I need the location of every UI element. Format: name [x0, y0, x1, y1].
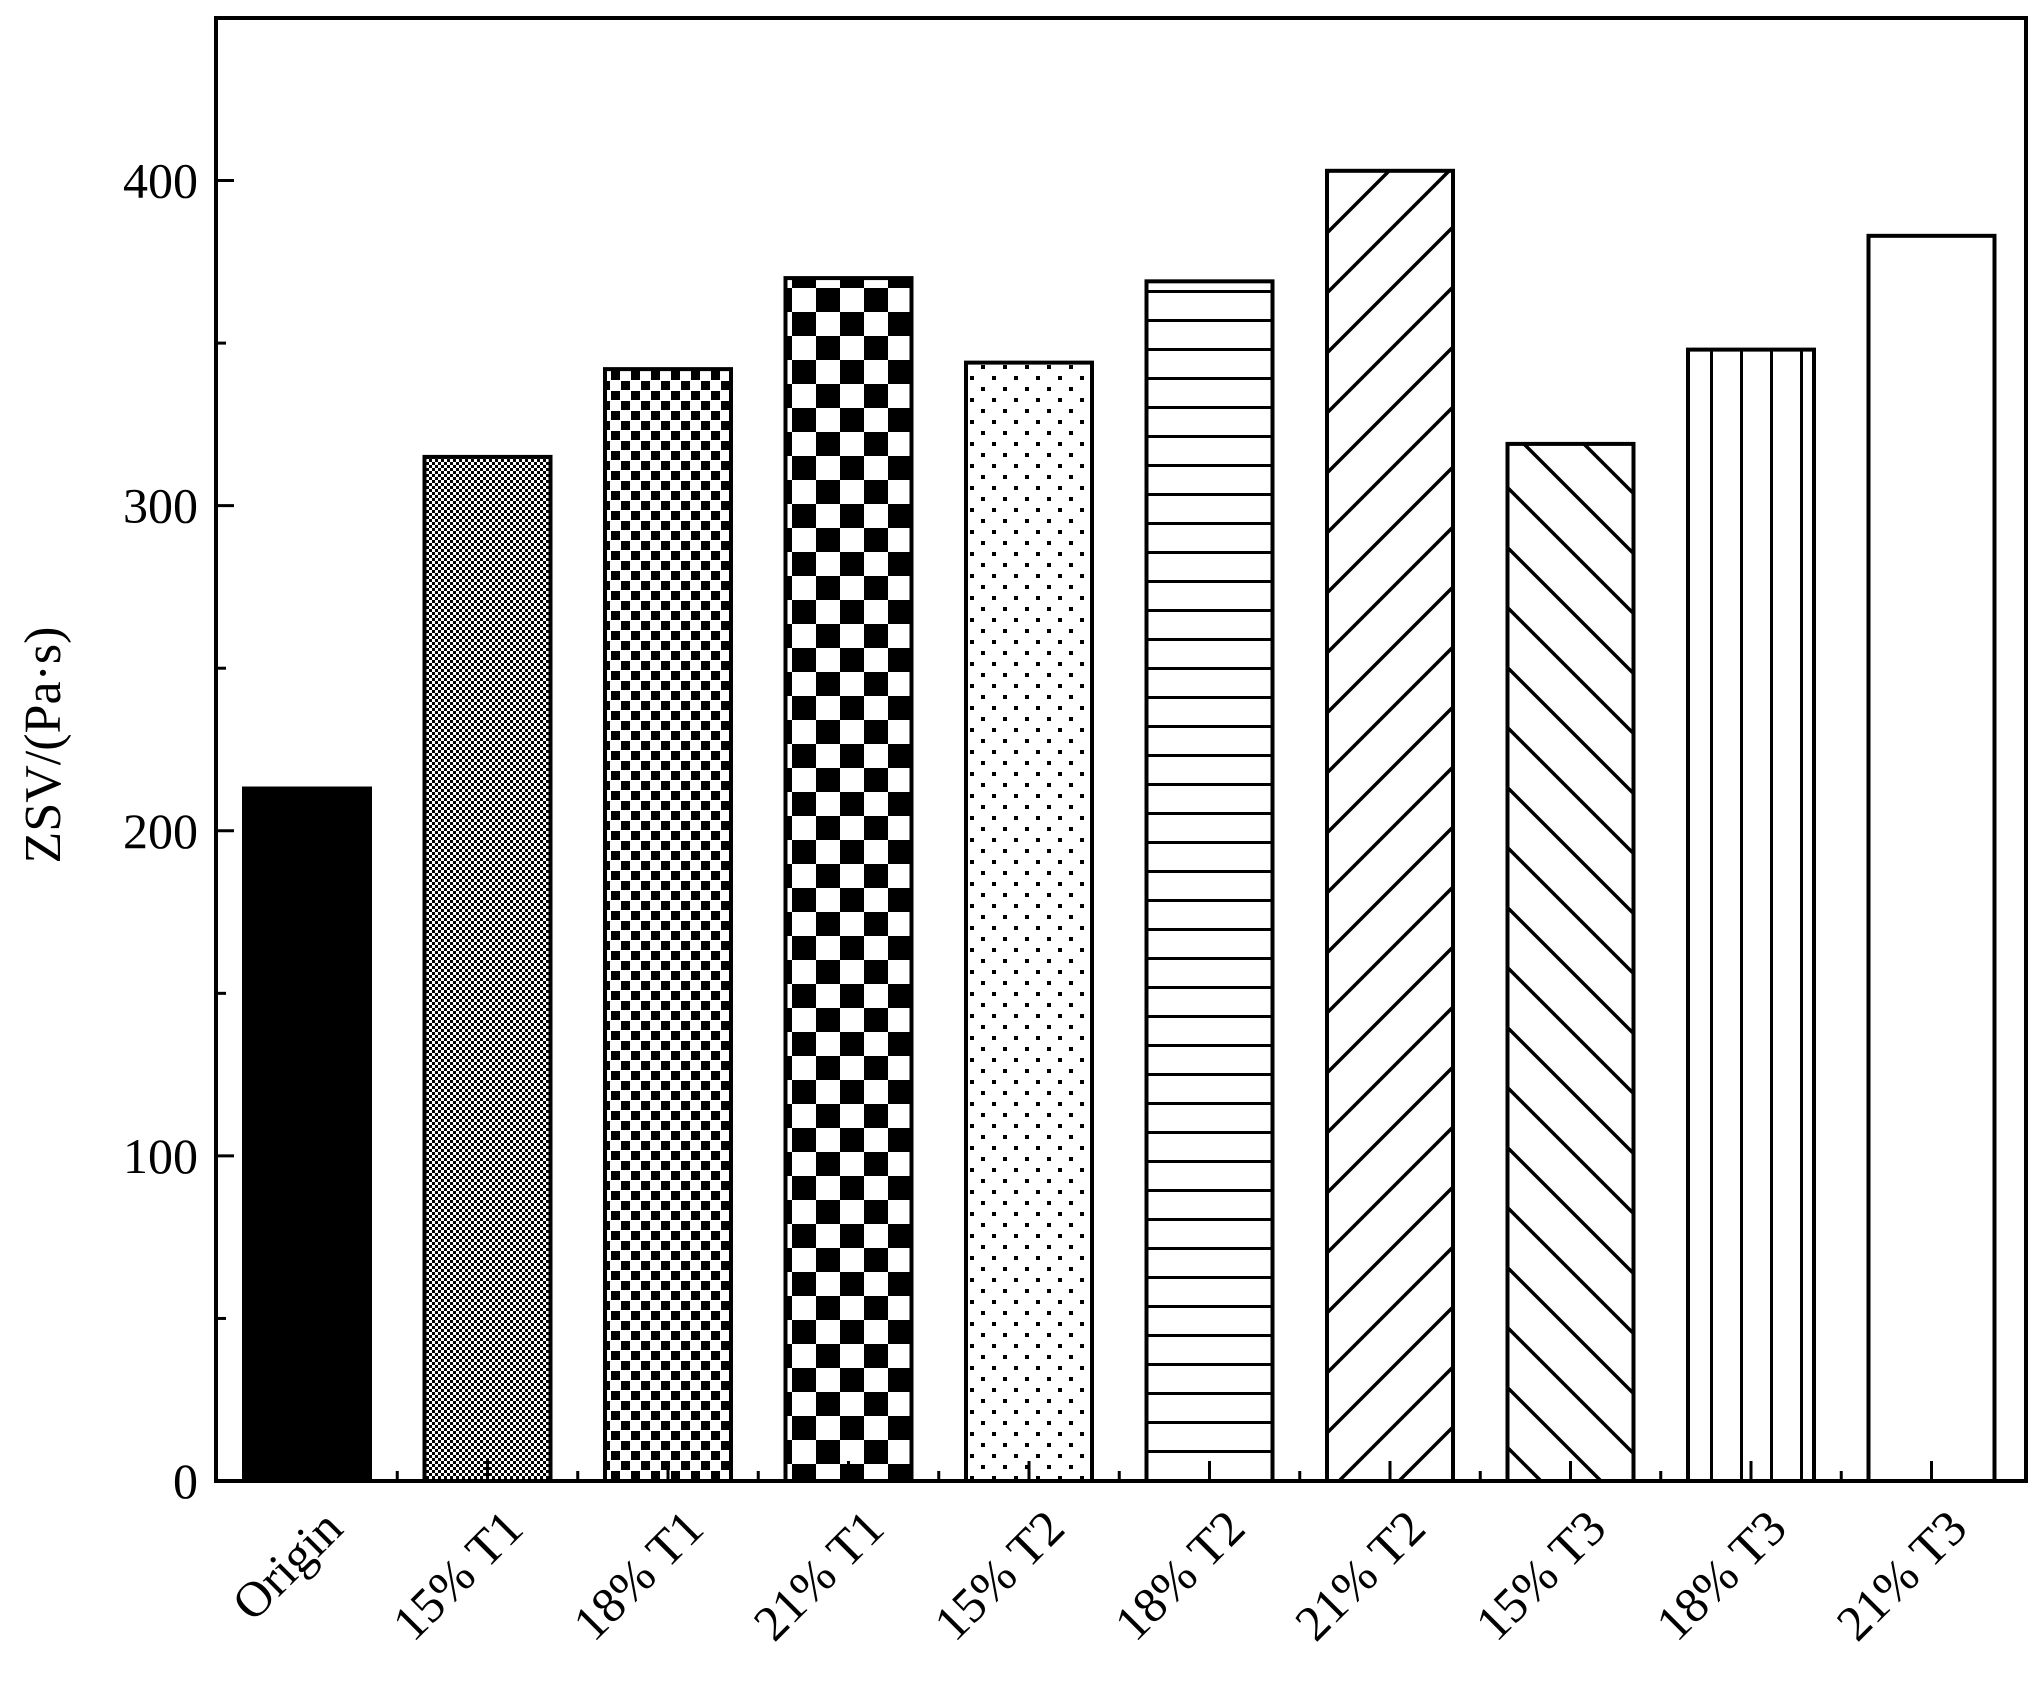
x-tick-label: 15% T2: [923, 1499, 1075, 1651]
x-tick-label: 15% T1: [381, 1499, 533, 1651]
y-tick-label: 0: [173, 1453, 198, 1509]
bar-21-t3: [1866, 233, 1997, 1483]
x-tick-label: Origin: [221, 1499, 353, 1631]
bar-18-t3: [1686, 347, 1816, 1484]
y-tick-label: 300: [123, 478, 198, 534]
y-axis-title: ZSV/(Pa·s): [15, 627, 72, 864]
x-tick-label: 21% T2: [1284, 1499, 1436, 1651]
bar-15-t1: [422, 454, 553, 1483]
x-tick-label: 18% T1: [562, 1499, 714, 1651]
x-tick-label: 21% T3: [1825, 1499, 1977, 1651]
x-tick-label: 18% T2: [1103, 1499, 1255, 1651]
x-tick-label: 21% T1: [742, 1499, 894, 1651]
x-tick-label: 18% T3: [1645, 1499, 1797, 1651]
x-tick-label: 15% T3: [1464, 1499, 1616, 1651]
x-tick-labels: Origin 15% T1 18% T1 21% T1 15% T2 18% T2 21% …: [221, 1499, 1977, 1651]
axes-group: [214, 16, 2028, 1483]
bars-group: [242, 168, 1997, 1484]
bar-15-t2: [964, 360, 1094, 1483]
bar-21-t2: [1325, 168, 1455, 1483]
y-tick-labels: 0 100 200 300 400: [123, 153, 198, 1509]
bar-21-t1: [783, 276, 914, 1484]
y-tick-label: 200: [123, 803, 198, 859]
y-tick-label: 100: [123, 1128, 198, 1184]
bar-18-t2: [1144, 279, 1275, 1484]
bar-18-t1: [603, 367, 733, 1483]
bar-15-t3: [1505, 441, 1636, 1484]
plot-frame: [214, 16, 2028, 1483]
bar-origin: [242, 786, 372, 1483]
y-tick-label: 400: [123, 153, 198, 209]
